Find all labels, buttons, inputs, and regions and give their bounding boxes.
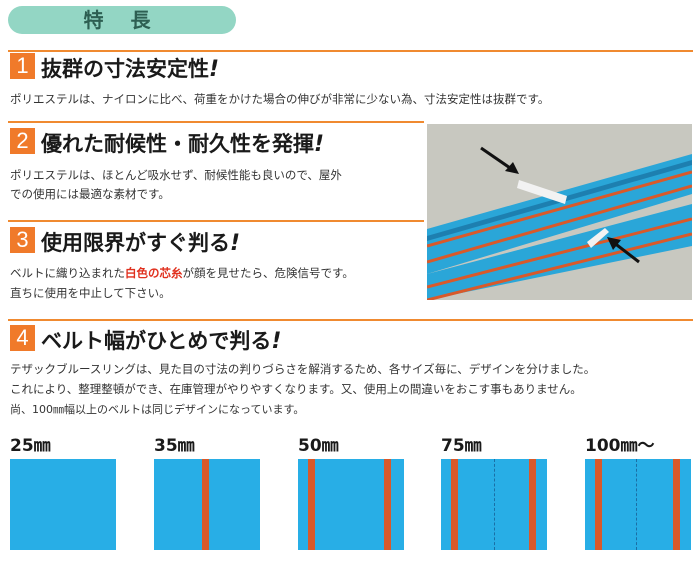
swatch-50mm-stripe-right bbox=[384, 459, 391, 550]
swatch-100mm-dash-center bbox=[636, 459, 637, 550]
swatch-75mm bbox=[441, 459, 547, 550]
swatch-100mm-stripe-right bbox=[673, 459, 680, 550]
header-title: 特 長 bbox=[83, 8, 161, 32]
section-3-mark: ! bbox=[230, 231, 241, 256]
swatch-50mm-stripe-left bbox=[308, 459, 315, 550]
section-2-title: 優れた耐候性・耐久性を発揮! bbox=[41, 132, 325, 157]
size-label-25: 25㎜ bbox=[10, 436, 51, 456]
section-1-number: 1 bbox=[10, 53, 35, 79]
swatch-35mm-stripe-center bbox=[202, 459, 209, 550]
section-1-mark: ! bbox=[209, 57, 220, 82]
header-pill: 特 長 bbox=[8, 6, 236, 34]
swatch-100mm-stripe-left bbox=[595, 459, 602, 550]
size-label-100: 100㎜〜 bbox=[585, 436, 655, 456]
section-4-text-line-1: テザックブルースリングは、見た目の寸法の判りづらさを解消するため、各サイズ毎に、… bbox=[10, 362, 596, 376]
swatch-25mm bbox=[10, 459, 116, 550]
section-3-text-line-2: 直ちに使用を中止して下さい。 bbox=[10, 286, 171, 300]
size-label-75: 75㎜ bbox=[441, 436, 482, 456]
section-2-mark: ! bbox=[314, 132, 325, 157]
section-1-title: 抜群の寸法安定性! bbox=[41, 57, 220, 82]
section-3-rule bbox=[8, 220, 424, 222]
section-2-text-line-1: ポリエステルは、ほとんど吸水せず、耐候性能も良いので、屋外 bbox=[10, 168, 342, 182]
swatch-75mm-dash-center bbox=[494, 459, 495, 550]
swatch-35mm bbox=[154, 459, 260, 550]
swatch-50mm bbox=[298, 459, 404, 550]
swatch-100mm bbox=[585, 459, 691, 550]
swatch-75mm-stripe-left bbox=[451, 459, 458, 550]
section-4-text-line-3: 尚、100㎜幅以上のベルトは同じデザインになっています。 bbox=[10, 403, 305, 416]
section-1-rule bbox=[8, 50, 693, 52]
section-2-text-line-2: での使用には最適な素材です。 bbox=[10, 187, 170, 201]
section-2-rule bbox=[8, 121, 424, 123]
size-label-35: 35㎜ bbox=[154, 436, 195, 456]
section-4-mark: ! bbox=[271, 329, 282, 354]
white-core-highlight: 白色の芯糸 bbox=[125, 266, 183, 280]
section-4-text-line-2: これにより、整理整頓ができ、在庫管理がやりやすくなります。又、使用上の間違いをお… bbox=[10, 382, 582, 396]
swatch-75mm-stripe-right bbox=[529, 459, 536, 550]
section-2-number: 2 bbox=[10, 128, 35, 154]
sling-belt-photo bbox=[427, 124, 692, 300]
section-4-number: 4 bbox=[10, 325, 35, 351]
section-3-title: 使用限界がすぐ判る! bbox=[41, 231, 241, 256]
section-4-rule bbox=[8, 319, 693, 321]
section-1-text: ポリエステルは、ナイロンに比べ、荷重をかけた場合の伸びが非常に少ない為、寸法安定… bbox=[10, 92, 550, 106]
sling-belt-illustration bbox=[427, 124, 692, 300]
section-3-number: 3 bbox=[10, 227, 35, 253]
size-label-50: 50㎜ bbox=[298, 436, 339, 456]
section-3-text-line-1: ベルトに織り込まれた白色の芯糸が顔を見せたら、危険信号です。 bbox=[10, 266, 354, 280]
section-4-title: ベルト幅がひとめで判る! bbox=[41, 329, 282, 354]
